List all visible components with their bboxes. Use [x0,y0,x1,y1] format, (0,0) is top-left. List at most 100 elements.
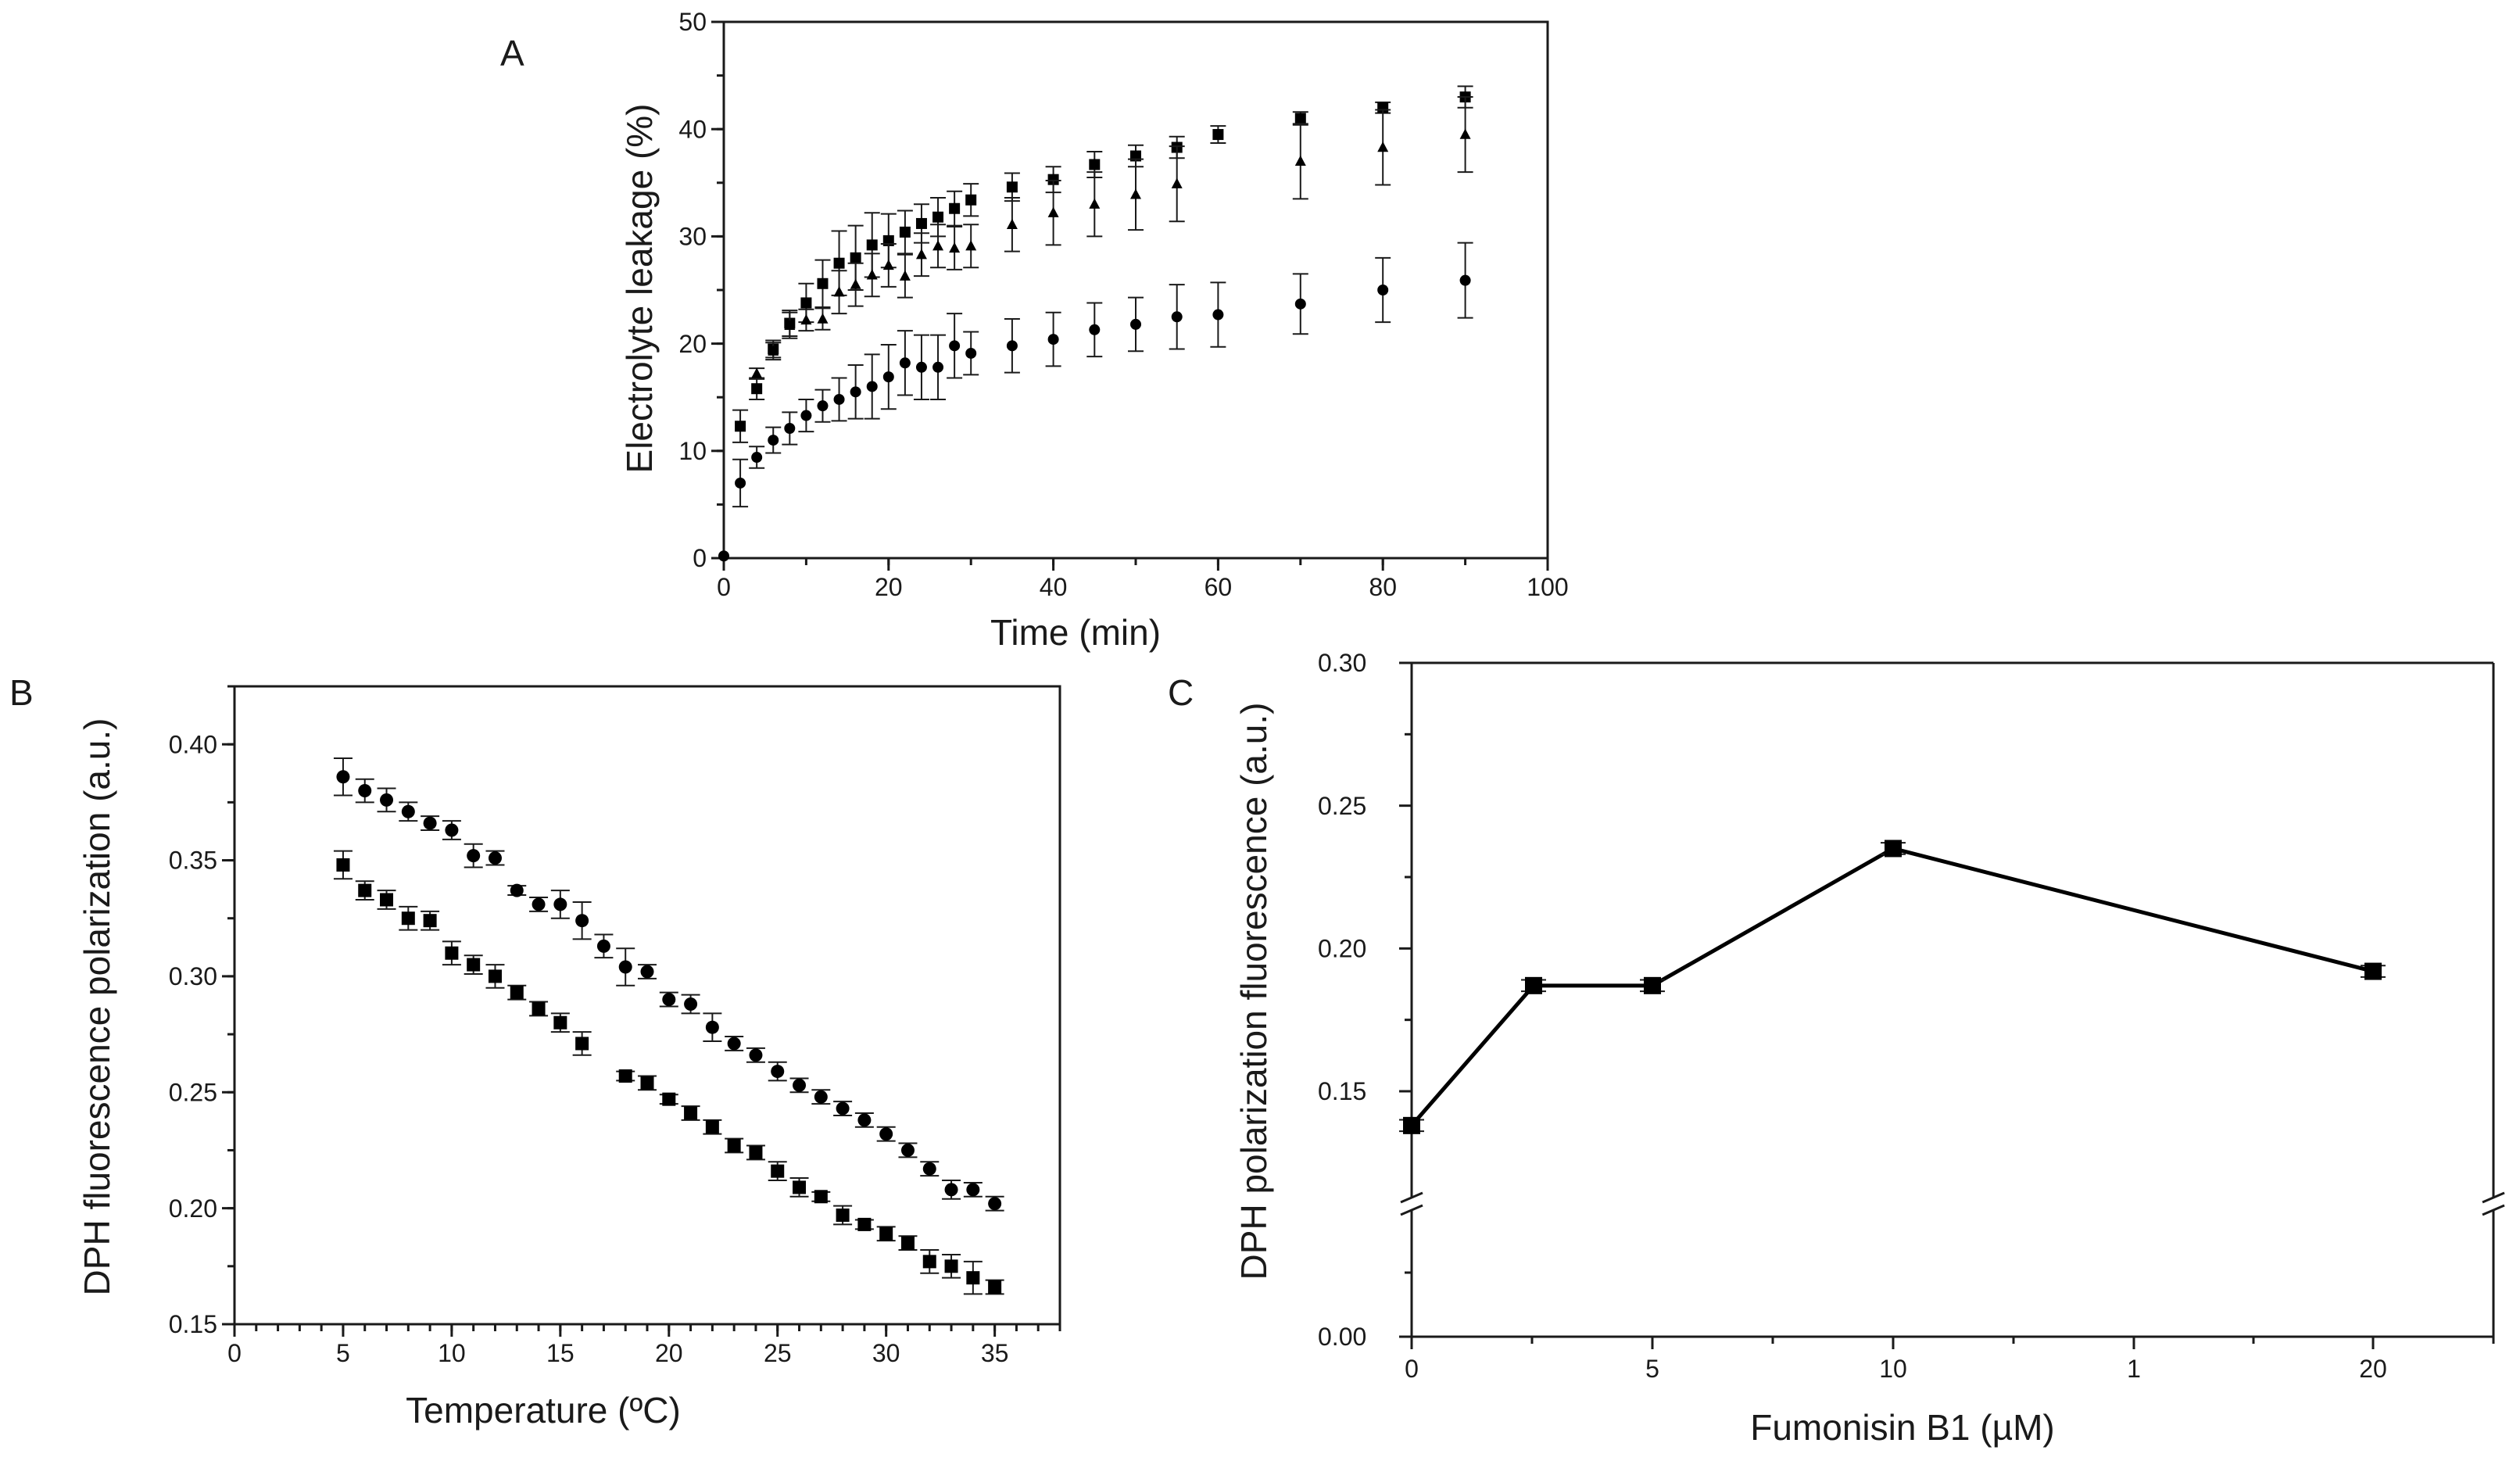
panel-b-point-circle [401,804,415,818]
panel-a-point-circle [932,361,944,373]
panel-a-point-square [915,217,927,229]
panel-b-point-square [922,1255,936,1269]
panel-c-x-tick-label: 1 [2127,1355,2141,1383]
panel-a-point-circle [1089,324,1101,335]
panel-a-point-circle [718,550,729,562]
panel-b-point-square [879,1226,893,1241]
panel-b-y-axis-title: DPH fluorescence polarization (a.u.) [77,718,117,1296]
panel-a-point-triangle [1377,141,1389,152]
panel-a-point-square [866,239,878,251]
panel-a-x-tick-label: 40 [1040,573,1068,601]
panel-b-point-square [510,986,524,1000]
panel-b-point-square [553,1015,567,1030]
panel-c-y-axis-title: DPH polarization fluorescence (a.u.) [1233,703,1274,1280]
panel-b-point-square [705,1120,719,1134]
panel-a-point-triangle [1294,155,1306,167]
panel-a-series-square [732,85,1473,443]
panel-b-point-square [488,969,502,983]
panel-a-point-circle [735,477,746,489]
panel-b-point-circle [749,1048,763,1062]
panel-b-point-circle [488,851,502,865]
panel-a-y-tick-label: 0 [693,544,707,572]
panel-b-y-tick-label: 0.30 [169,962,217,990]
panel-a-point-triangle [817,313,829,324]
panel-a-point-circle [833,393,845,405]
panel-a-point-square [800,297,812,309]
panel-b-point-square [793,1180,807,1194]
panel-c-x-axis-title: Fumonisin B1 (µM) [1750,1407,2054,1448]
panel-a-point-triangle [965,240,977,251]
panel-a-point-circle [751,452,763,464]
panel-c-x-tick-label: 20 [2359,1355,2387,1383]
panel-b-x-tick-label: 35 [981,1339,1009,1367]
panel-a-x-tick-label: 0 [717,573,731,601]
panel-b-point-square [445,946,459,960]
panel-b-point-square [575,1037,589,1051]
panel-a-point-circle [1294,298,1306,310]
panel-b-y-tick-label: 0.15 [169,1310,217,1338]
panel-c-y-tick-label: 0.00 [1318,1323,1366,1351]
panel-a-point-circle [1130,318,1141,330]
panel-b-point-square [944,1259,958,1273]
panel-b-point-circle [336,770,350,784]
panel-a-x-tick-label: 20 [875,573,903,601]
panel-b-point-circle [532,897,546,911]
panel-b-axes: 0 5 10 15 20 25 30 35 0.15 0.20 0.25 0.30 0.35 0.40 [169,685,1061,1367]
panel-a-point-circle [768,435,779,446]
panel-c-series-line [1410,846,2374,1127]
panel-b-y-tick-label: 0.20 [169,1194,217,1223]
panel-a-point-square [1006,181,1018,193]
panel-a-y-tick-label: 50 [678,8,707,36]
panel-b-point-circle [944,1183,958,1197]
panel-a-point-square [949,202,961,214]
panel-b-point-square [857,1217,872,1231]
panel-a-point-square [817,278,829,289]
panel-a-point-circle [965,347,977,359]
panel-b-label: B [9,672,34,713]
panel-a-point-circle [850,386,861,398]
panel-b-x-tick-label: 15 [546,1339,575,1367]
panel-b-point-square [966,1271,980,1285]
panel-a-x-axis-title: Time (min) [990,612,1161,653]
panel-b-point-square [684,1106,698,1120]
panel-a: A Time (min) Electrolyte leakage (%) 0 20… [500,8,1569,653]
panel-a-point-triangle [1171,177,1183,188]
panel-a-point-circle [949,340,961,352]
panel-b-point-circle [575,914,589,928]
panel-b-point-circle [900,1143,915,1157]
panel-b: B Temperature (ºC) DPH fluorescence pola… [9,672,1061,1431]
panel-b-point-square [423,914,437,928]
panel-a-point-triangle [899,270,911,281]
panel-a-point-triangle [866,269,878,280]
panel-b-point-circle [922,1162,936,1176]
panel-a-point-triangle [800,313,812,325]
panel-b-point-square [662,1092,676,1106]
panel-c-point [1403,1116,1420,1134]
panel-a-point-triangle [932,240,944,251]
panel-b-y-tick-label: 0.25 [169,1078,217,1106]
panel-a-axes: 0 20 40 60 80 100 0 10 20 30 40 50 [678,8,1568,601]
panel-b-point-circle [705,1020,719,1034]
panel-a-point-triangle [751,367,763,378]
panel-b-point-square [618,1069,632,1083]
panel-a-y-tick-label: 20 [678,330,707,358]
panel-c-x-tick-label: 5 [1645,1355,1659,1383]
panel-a-x-tick-label: 100 [1527,573,1568,601]
panel-b-point-square [836,1209,850,1223]
panel-c-point [1885,840,1902,858]
panel-a-x-tick-label: 80 [1369,573,1397,601]
panel-b-point-circle [467,849,481,863]
panel-b-point-circle [857,1113,872,1127]
panel-b-x-tick-label: 5 [336,1339,350,1367]
panel-a-x-tick-label: 60 [1205,573,1233,601]
panel-a-point-triangle [915,249,927,260]
panel-b-x-tick-label: 30 [872,1339,900,1367]
panel-b-plot-frame [233,685,1061,1326]
panel-b-point-square [467,958,481,972]
panel-a-point-triangle [833,286,845,297]
panel-a-point-square [751,383,763,395]
panel-b-point-circle [618,960,632,974]
panel-c-axes: 0.00 0.15 0.20 0.25 0.30 0 5 10 1 20 [1318,649,2505,1383]
panel-a-point-circle [915,361,927,373]
